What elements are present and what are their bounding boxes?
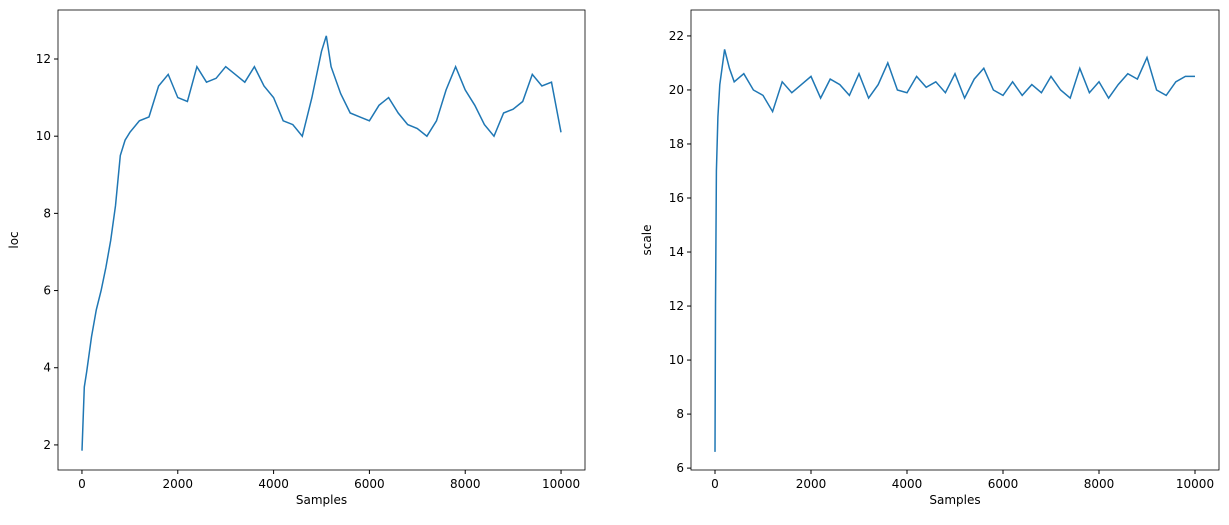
y-tick-label: 16 — [669, 191, 684, 205]
y-tick-label: 14 — [669, 245, 684, 259]
x-tick-label: 4000 — [892, 477, 923, 491]
x-tick-label: 0 — [711, 477, 719, 491]
x-tick-label: 8000 — [1084, 477, 1115, 491]
x-tick-label: 4000 — [258, 477, 289, 491]
y-tick-label: 18 — [669, 137, 684, 151]
x-tick-label: 2000 — [162, 477, 193, 491]
y-tick-label: 6 — [676, 461, 684, 475]
y-tick-label: 10 — [36, 129, 51, 143]
axes-frame — [690, 9, 1220, 471]
y-tick-label: 20 — [669, 83, 684, 97]
y-tick-label: 8 — [676, 407, 684, 421]
x-axis-label: Samples — [929, 493, 980, 507]
y-axis-label: loc — [7, 231, 21, 248]
y-tick-label: 12 — [36, 52, 51, 66]
y-tick-label: 10 — [669, 353, 684, 367]
trace-line — [714, 49, 1195, 452]
x-tick-label: 10000 — [1176, 477, 1214, 491]
trace-line — [81, 35, 562, 451]
y-tick-label: 4 — [43, 361, 51, 375]
y-tick-label: 6 — [43, 284, 51, 298]
x-tick-label: 10000 — [542, 477, 580, 491]
x-tick-label: 2000 — [796, 477, 827, 491]
y-tick-label: 2 — [43, 438, 51, 452]
x-tick-label: 6000 — [988, 477, 1019, 491]
x-axis-label: Samples — [296, 493, 347, 507]
x-tick-label: 8000 — [450, 477, 481, 491]
x-tick-label: 6000 — [354, 477, 385, 491]
y-axis-label: scale — [640, 225, 654, 256]
y-tick-label: 22 — [669, 29, 684, 43]
axes-frame — [57, 9, 586, 471]
y-tick-label: 8 — [43, 206, 51, 220]
y-tick-label: 12 — [669, 299, 684, 313]
x-tick-label: 0 — [78, 477, 86, 491]
